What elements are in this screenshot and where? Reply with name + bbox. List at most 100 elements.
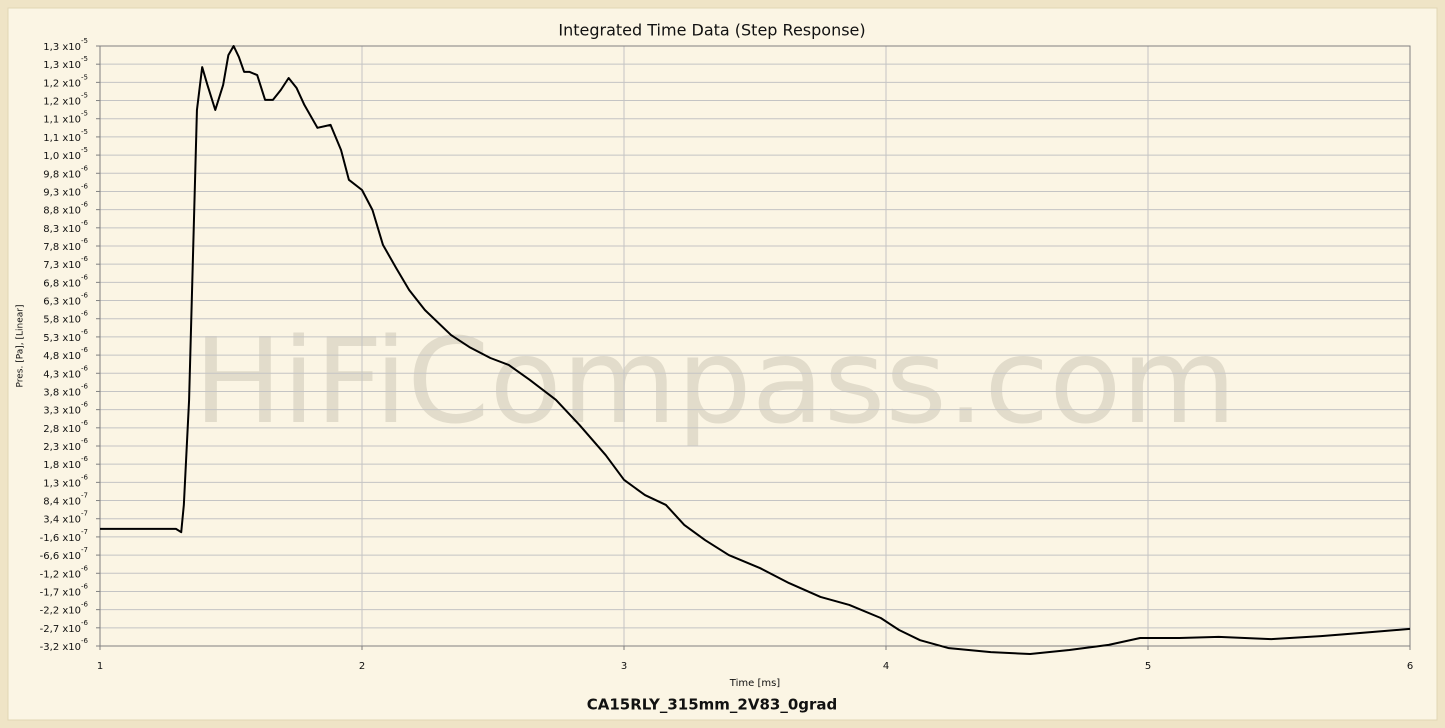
- y-tick-label: 1,0 x10-5: [43, 146, 88, 162]
- y-tick-label: 5,3 x10-6: [43, 328, 88, 344]
- y-tick-label: 7,8 x10-6: [43, 237, 88, 253]
- y-tick-label-mantissa: -3,2 x10: [40, 642, 81, 653]
- y-tick-label-mantissa: 8,3 x10: [43, 224, 81, 235]
- y-tick-label: -2,2 x10-6: [40, 601, 89, 617]
- y-tick-label-mantissa: 1,1 x10: [43, 115, 81, 126]
- y-tick-label-mantissa: 1,3 x10: [43, 478, 81, 489]
- y-tick-label-mantissa: 1,2 x10: [43, 78, 81, 89]
- y-tick-label: 1,1 x10-5: [43, 110, 88, 126]
- x-tick-label: 6: [1407, 661, 1413, 672]
- y-tick-label-mantissa: 1,0 x10: [43, 151, 81, 162]
- y-tick-label-exponent: -6: [81, 219, 89, 227]
- y-tick-label-exponent: -5: [81, 146, 88, 154]
- y-tick-label: 1,8 x10-6: [43, 455, 88, 471]
- y-tick-label-mantissa: -1,6 x10: [40, 533, 81, 544]
- y-tick-label-mantissa: 1,2 x10: [43, 97, 81, 108]
- x-axis-label: Time [ms]: [729, 678, 781, 689]
- y-tick-label-mantissa: 2,8 x10: [43, 424, 81, 435]
- y-tick-label: 8,8 x10-6: [43, 201, 88, 217]
- y-tick-label: 1,3 x10-6: [43, 473, 88, 489]
- y-tick-label-exponent: -6: [81, 273, 89, 281]
- y-tick-label-exponent: -5: [81, 55, 88, 63]
- y-tick-label-mantissa: -1,2 x10: [40, 569, 81, 580]
- y-tick-label: 4,3 x10-6: [43, 364, 88, 380]
- y-tick-label: 3,4 x10-7: [43, 510, 88, 526]
- y-tick-label-mantissa: 1,1 x10: [43, 133, 81, 144]
- y-tick-label-mantissa: 3,8 x10: [43, 387, 81, 398]
- y-tick-label-mantissa: 8,8 x10: [43, 206, 81, 217]
- y-tick-label-exponent: -6: [81, 237, 89, 245]
- y-tick-label-mantissa: -2,7 x10: [40, 624, 81, 635]
- y-tick-label-mantissa: 3,3 x10: [43, 406, 81, 417]
- y-tick-label-exponent: -6: [81, 201, 89, 209]
- y-tick-label: 6,3 x10-6: [43, 292, 88, 308]
- y-tick-label-mantissa: -1,7 x10: [40, 587, 81, 598]
- x-tick-label: 4: [883, 661, 889, 672]
- x-tick-label: 5: [1145, 661, 1151, 672]
- y-tick-label-exponent: -6: [81, 473, 89, 481]
- y-tick-label: 2,3 x10-6: [43, 437, 88, 453]
- y-tick-label: 8,4 x10-7: [43, 492, 88, 508]
- y-tick-label-mantissa: 9,3 x10: [43, 187, 81, 198]
- y-tick-label-exponent: -5: [81, 37, 88, 45]
- x-tick-label: 3: [621, 661, 627, 672]
- y-tick-label-exponent: -6: [81, 582, 89, 590]
- y-tick-label-mantissa: 5,3 x10: [43, 333, 81, 344]
- y-tick-label-mantissa: 5,8 x10: [43, 315, 81, 326]
- y-tick-label: 1,1 x10-5: [43, 128, 88, 144]
- watermark: HiFiCompass.com: [194, 312, 1237, 450]
- y-tick-label: 8,3 x10-6: [43, 219, 88, 235]
- y-tick-label-exponent: -6: [81, 601, 89, 609]
- y-tick-label-exponent: -6: [81, 455, 89, 463]
- y-tick-label-exponent: -6: [81, 310, 89, 318]
- y-tick-label: 1,3 x10-5: [43, 37, 88, 53]
- y-tick-label-exponent: -6: [81, 401, 89, 409]
- x-tick-label: 1: [97, 661, 103, 672]
- y-tick-label-exponent: -5: [81, 110, 88, 118]
- y-tick-label-mantissa: 8,4 x10: [43, 497, 81, 508]
- y-axis-label: Pres. [Pa], [Linear]: [16, 305, 26, 388]
- y-tick-label: 9,8 x10-6: [43, 164, 88, 180]
- y-tick-label: -1,2 x10-6: [40, 564, 89, 580]
- plot-frame: [99, 45, 1411, 647]
- y-tick-label-mantissa: 6,3 x10: [43, 297, 81, 308]
- y-tick-label: 1,2 x10-5: [43, 92, 88, 108]
- y-tick-label-exponent: -6: [81, 419, 89, 427]
- y-tick-label-exponent: -7: [81, 510, 88, 518]
- y-tick-label-exponent: -6: [81, 619, 89, 627]
- x-tick-label: 2: [359, 661, 365, 672]
- y-tick-label-exponent: -6: [81, 437, 89, 445]
- y-tick-label: 4,8 x10-6: [43, 346, 88, 362]
- y-tick-label-exponent: -7: [81, 528, 88, 536]
- chart-subtitle: CA15RLY_315mm_2V83_0grad: [587, 696, 838, 714]
- y-tick-label-exponent: -6: [81, 346, 89, 354]
- y-tick-label: -1,6 x10-7: [40, 528, 88, 544]
- y-tick-label: 7,3 x10-6: [43, 255, 88, 271]
- y-tick-label-exponent: -6: [81, 292, 89, 300]
- y-tick-label: 3,3 x10-6: [43, 401, 88, 417]
- y-tick-label: 5,8 x10-6: [43, 310, 88, 326]
- y-tick-label: 1,3 x10-5: [43, 55, 88, 71]
- y-tick-label-exponent: -6: [81, 255, 89, 263]
- y-tick-label-mantissa: 1,3 x10: [43, 42, 81, 53]
- y-tick-label: 9,3 x10-6: [43, 182, 88, 198]
- y-tick-label: -6,6 x10-7: [40, 546, 88, 562]
- y-tick-label-mantissa: -2,2 x10: [40, 606, 81, 617]
- data-line: [100, 45, 1411, 655]
- y-tick-label-mantissa: 4,3 x10: [43, 369, 81, 380]
- y-tick-label: -1,7 x10-6: [40, 582, 89, 598]
- y-tick-label: 6,8 x10-6: [43, 273, 88, 289]
- y-tick-label-exponent: -5: [81, 128, 88, 136]
- y-tick-label: 2,8 x10-6: [43, 419, 88, 435]
- y-tick-label: 1,2 x10-5: [43, 73, 88, 89]
- y-tick-label-exponent: -6: [81, 382, 89, 390]
- y-tick-label-mantissa: 6,8 x10: [43, 278, 81, 289]
- y-tick-label: -3,2 x10-6: [40, 637, 89, 653]
- y-tick-label-exponent: -6: [81, 182, 89, 190]
- y-tick-label-mantissa: 7,3 x10: [43, 260, 81, 271]
- y-tick-label: -2,7 x10-6: [40, 619, 89, 635]
- y-tick-label: 3,8 x10-6: [43, 382, 88, 398]
- y-tick-label-mantissa: -6,6 x10: [40, 551, 81, 562]
